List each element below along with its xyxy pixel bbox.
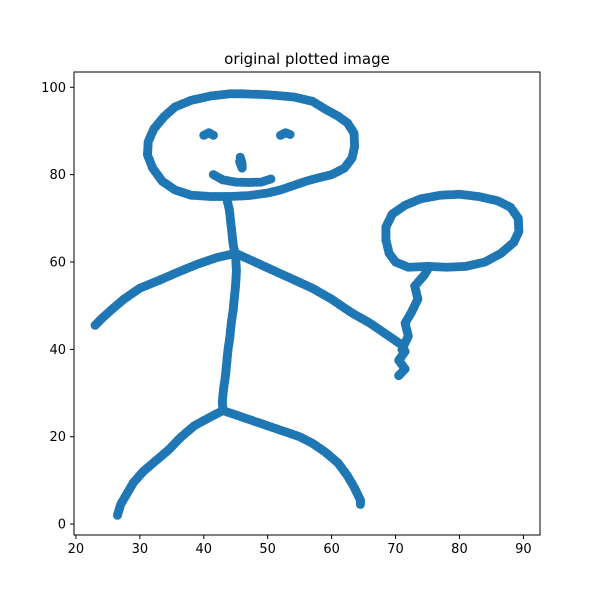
x-axis: 20 30 40 50 60 70 80 90 xyxy=(68,535,532,557)
stroke-left-arm xyxy=(90,248,241,330)
stroke-neck-and-torso xyxy=(217,192,241,415)
stroke-right-arm xyxy=(231,248,410,381)
x-tick-label: 30 xyxy=(132,542,149,557)
x-tick-label: 60 xyxy=(323,542,340,557)
scatter-point xyxy=(266,174,276,184)
x-tick-label: 70 xyxy=(387,542,404,557)
y-tick-label: 100 xyxy=(41,81,66,96)
stroke-balloon-string xyxy=(397,261,434,354)
stroke-balloon xyxy=(381,189,524,272)
scatter-point xyxy=(285,130,295,139)
y-axis: 0 20 40 60 80 100 xyxy=(41,81,74,533)
scatter-point xyxy=(237,89,247,99)
scatter-point xyxy=(235,157,245,166)
stroke-mouth xyxy=(208,170,276,187)
scatter-point xyxy=(113,510,122,520)
scatter-point xyxy=(423,261,432,271)
plot-area xyxy=(90,89,524,520)
y-tick-label: 80 xyxy=(49,168,66,183)
scatter-point xyxy=(394,371,404,381)
stroke-left-leg xyxy=(113,406,228,520)
stroke-head xyxy=(143,89,360,201)
x-tick-label: 50 xyxy=(259,542,276,557)
y-tick-label: 20 xyxy=(49,430,66,445)
axes-frame xyxy=(73,71,541,536)
y-tick-label: 40 xyxy=(49,343,66,358)
scatter-point xyxy=(208,130,218,140)
x-tick-label: 20 xyxy=(68,542,85,557)
x-tick-label: 90 xyxy=(515,542,532,557)
x-tick-label: 40 xyxy=(195,542,212,557)
chart-title: original plotted image xyxy=(224,50,390,68)
y-tick-label: 0 xyxy=(58,518,66,533)
stroke-nose xyxy=(235,152,247,173)
stroke-right-eye xyxy=(276,128,295,140)
stroke-left-eye xyxy=(199,128,218,140)
y-tick-label: 60 xyxy=(49,256,66,271)
scatter-point xyxy=(355,499,365,509)
stroke-right-leg xyxy=(218,406,365,509)
x-tick-label: 80 xyxy=(451,542,468,557)
scatter-point xyxy=(90,320,100,330)
